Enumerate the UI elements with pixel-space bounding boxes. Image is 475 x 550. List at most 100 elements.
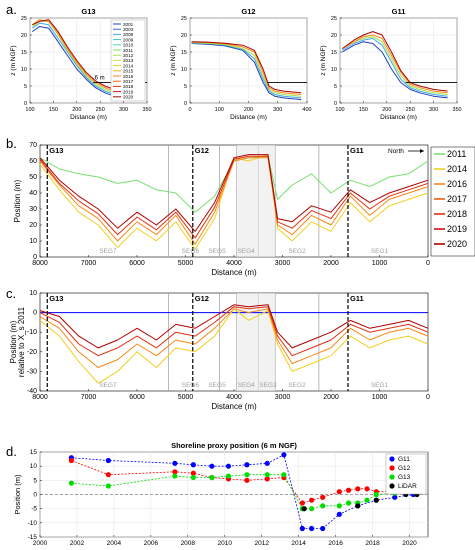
legend-label: 2020 xyxy=(123,95,134,100)
point-G13 xyxy=(105,483,111,489)
y-tick-label: -5 xyxy=(31,506,37,513)
point-G13 xyxy=(373,491,379,498)
y-tick-label: 20 xyxy=(331,33,337,39)
point-G13 xyxy=(172,473,178,479)
y-tick-label: 5 xyxy=(184,84,187,90)
series-line-2012 xyxy=(191,42,302,97)
x-tick-label: 2000 xyxy=(323,394,339,401)
point-G13 xyxy=(281,472,287,478)
x-tick-label: 4000 xyxy=(226,394,242,401)
point-G12 xyxy=(244,477,250,483)
y-tick-label: 0 xyxy=(334,101,337,107)
point-G13 xyxy=(68,480,75,486)
y-tick-label: 60 xyxy=(29,158,37,165)
point-G11 xyxy=(264,460,270,466)
y-tick-label: 30 xyxy=(29,206,37,213)
x-tick-label: 250 xyxy=(96,107,105,113)
series-line-2014 xyxy=(39,308,429,384)
y-axis-label: Position (m) xyxy=(13,474,22,515)
point-G11 xyxy=(105,457,111,464)
legend-label: 2015 xyxy=(123,69,134,74)
legend-swatch xyxy=(389,474,395,480)
x-tick-label: 300 xyxy=(273,107,282,113)
segment-label: SEG5 xyxy=(208,382,226,389)
y-tick-label: 15 xyxy=(30,449,38,456)
x-tick-label: 3000 xyxy=(275,394,291,401)
y-axis-label: z (m NGF) xyxy=(170,45,177,75)
point-G12 xyxy=(345,487,352,493)
panel-label: d. xyxy=(6,444,17,459)
x-tick-label: 1000 xyxy=(372,394,388,401)
y-tick-label: 5 xyxy=(33,477,37,484)
point-G11 xyxy=(299,525,305,532)
legend-label: 2014 xyxy=(123,63,134,68)
y-tick-label: 10 xyxy=(29,238,37,245)
point-G11 xyxy=(244,462,250,468)
point-G12 xyxy=(320,494,326,500)
panel-label: a. xyxy=(6,2,17,17)
point-G11 xyxy=(172,460,178,466)
point-G12 xyxy=(172,469,178,475)
x-tick-label: 5000 xyxy=(178,394,194,401)
x-tick-label: 250 xyxy=(406,107,415,113)
x-tick-label: 2016 xyxy=(328,540,343,547)
north-label: North xyxy=(388,148,404,155)
point-LiDAR xyxy=(355,503,361,509)
x-tick-label: 5000 xyxy=(178,260,194,267)
gauge-label: G11 xyxy=(350,294,364,303)
legend-label: 2009 xyxy=(123,37,134,42)
point-G12 xyxy=(264,476,270,482)
x-tick-label: 6000 xyxy=(129,394,145,401)
x-axis-label: Distance (m) xyxy=(211,268,257,277)
y-tick-label: -30 xyxy=(27,368,37,375)
north-arrowhead xyxy=(420,149,424,153)
x-tick-label: 0 xyxy=(426,394,430,401)
x-tick-label: 200 xyxy=(244,107,253,113)
segment-label: SEG1 xyxy=(371,382,389,389)
segment-label: SEG2 xyxy=(288,382,306,389)
legend-box xyxy=(430,146,475,257)
x-tick-label: 400 xyxy=(302,107,311,113)
legend-label: G12 xyxy=(398,465,411,472)
y-tick-label: 15 xyxy=(331,50,337,56)
x-tick-label: 2000 xyxy=(33,540,48,547)
x-tick-label: 7000 xyxy=(81,260,97,267)
chart-title: G11 xyxy=(392,7,406,16)
point-G12 xyxy=(68,457,75,464)
x-tick-label: 1000 xyxy=(372,260,388,267)
series-line-2016 xyxy=(32,19,124,94)
panel-label: b. xyxy=(6,136,17,151)
legend-label: 2012 xyxy=(123,53,134,58)
segment-label: SEG4 xyxy=(237,382,255,389)
series-line-2020 xyxy=(32,19,124,92)
x-tick-label: 350 xyxy=(142,107,151,113)
panel-label: c. xyxy=(6,286,16,301)
x-axis-label: Distance (m) xyxy=(211,402,257,411)
y-tick-label: 10 xyxy=(181,67,187,73)
y-tick-label: -10 xyxy=(28,520,38,527)
series-line-2018 xyxy=(39,306,429,357)
chart-title: G13 xyxy=(81,7,95,16)
legend-label: 2011 xyxy=(123,48,133,53)
y-tick-label: 15 xyxy=(21,50,27,56)
legend-label: 2008 xyxy=(123,32,134,37)
y-tick-label: 20 xyxy=(181,33,187,39)
y-tick-label: 50 xyxy=(29,174,37,181)
series-line-2020 xyxy=(191,41,302,94)
x-tick-label: 150 xyxy=(359,107,368,113)
segment-label: SEG7 xyxy=(99,382,117,389)
legend-label: 2017 xyxy=(123,79,134,84)
x-tick-label: 350 xyxy=(452,107,461,113)
y-tick-label: 40 xyxy=(29,190,37,197)
point-LiDAR xyxy=(301,506,307,512)
x-tick-label: 2000 xyxy=(323,260,339,267)
y-tick-label: 10 xyxy=(21,67,27,73)
legend-label: 2013 xyxy=(123,58,134,63)
segment-label: SEG7 xyxy=(99,248,117,255)
point-LiDAR xyxy=(373,497,379,503)
plot-frame xyxy=(39,292,429,392)
y-tick-label: 10 xyxy=(29,290,37,297)
point-G11 xyxy=(225,463,232,469)
segment-label: SEG5 xyxy=(208,248,226,255)
